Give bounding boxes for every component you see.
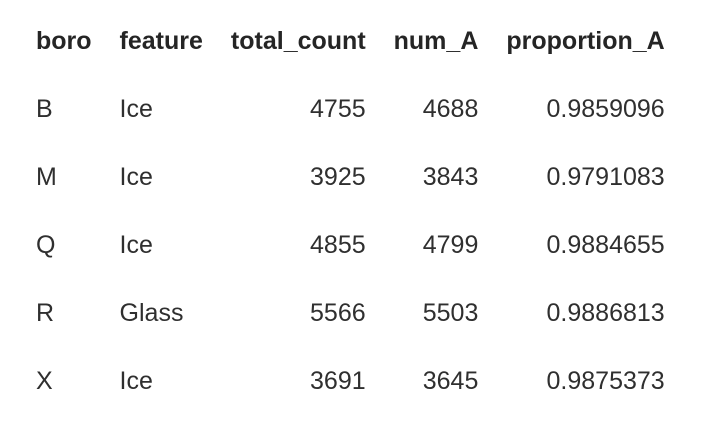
column-header-num-a: num_A xyxy=(393,26,479,55)
cell-boro: M xyxy=(36,162,57,191)
cell-proportion-a: 0.9884655 xyxy=(546,230,665,259)
cell-total-count: 5566 xyxy=(310,298,366,327)
column-header-boro: boro xyxy=(36,26,92,55)
cell-feature: Glass xyxy=(119,298,184,327)
cell-proportion-a: 0.9875373 xyxy=(546,366,665,395)
column-header-feature: feature xyxy=(119,26,203,55)
cell-proportion-a: 0.9791083 xyxy=(546,162,665,191)
column-header-proportion-a: proportion_A xyxy=(506,26,665,55)
cell-feature: Ice xyxy=(119,94,153,123)
cell-total-count: 3691 xyxy=(310,366,366,395)
header-row: boro feature total_count num_A proportio… xyxy=(22,7,679,75)
table-row: M Ice 3925 3843 0.9791083 xyxy=(22,143,679,211)
table-body: B Ice 4755 4688 0.9859096 M Ice 3925 384… xyxy=(22,75,679,415)
table-header: boro feature total_count num_A proportio… xyxy=(22,7,679,75)
cell-feature: Ice xyxy=(119,366,153,395)
column-header-total-count: total_count xyxy=(230,26,366,55)
cell-num-a: 4688 xyxy=(422,94,479,123)
cell-num-a: 3843 xyxy=(422,162,479,191)
table-row: X Ice 3691 3645 0.9875373 xyxy=(22,347,679,415)
cell-boro: B xyxy=(36,94,53,123)
cell-proportion-a: 0.9859096 xyxy=(546,94,665,123)
cell-boro: X xyxy=(36,366,53,395)
table-row: B Ice 4755 4688 0.9859096 xyxy=(22,75,679,143)
cell-num-a: 4799 xyxy=(422,230,479,259)
table-row: R Glass 5566 5503 0.9886813 xyxy=(22,279,679,347)
cell-feature: Ice xyxy=(119,162,153,191)
cell-total-count: 4855 xyxy=(310,230,366,259)
cell-total-count: 3925 xyxy=(310,162,366,191)
cell-proportion-a: 0.9886813 xyxy=(546,298,665,327)
table-row: Q Ice 4855 4799 0.9884655 xyxy=(22,211,679,279)
cell-num-a: 5503 xyxy=(422,298,479,327)
cell-total-count: 4755 xyxy=(310,94,366,123)
cell-feature: Ice xyxy=(119,230,153,259)
data-table: boro feature total_count num_A proportio… xyxy=(22,7,679,415)
cell-num-a: 3645 xyxy=(422,366,479,395)
cell-boro: R xyxy=(36,298,55,327)
cell-boro: Q xyxy=(36,230,56,259)
